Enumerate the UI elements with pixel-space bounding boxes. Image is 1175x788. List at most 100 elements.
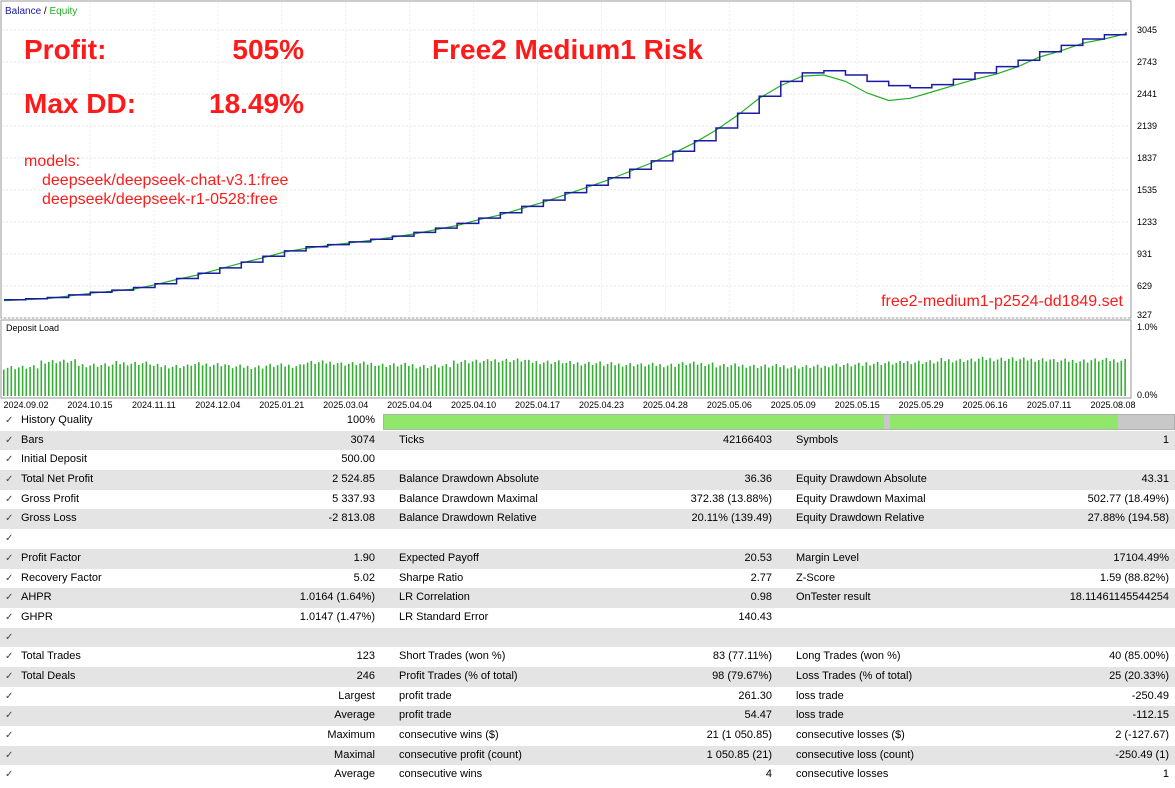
metric-value: 123	[356, 650, 375, 663]
date-tick-label: 2025.05.15	[834, 400, 880, 410]
metric-value: Average	[334, 768, 375, 781]
load-bar	[543, 362, 545, 396]
load-bar	[419, 366, 421, 396]
metric-label: Balance Drawdown Absolute	[399, 473, 540, 486]
load-bar	[576, 362, 579, 396]
load-bar	[693, 361, 695, 396]
load-bar	[1098, 361, 1100, 396]
y-tick-label: 327	[1137, 310, 1152, 319]
deposit-load-svg: Deposit Load 1.0% 0.0%	[0, 319, 1158, 400]
load-bar	[1105, 358, 1108, 396]
y-tick-label: 629	[1137, 281, 1152, 291]
metric-value: 261.30	[738, 689, 772, 702]
load-bar	[329, 361, 331, 396]
model-2: deepseek/deepseek-r1-0528:free	[42, 191, 278, 208]
report-row: ✓ Maximum consecutive wins ($) 21 (1 050.85…	[0, 726, 1175, 746]
load-bar	[685, 365, 688, 396]
load-bar	[149, 364, 151, 396]
load-bar	[974, 361, 976, 396]
check-icon: ✓	[5, 611, 14, 623]
metric-label: loss trade	[796, 689, 844, 702]
load-bar	[93, 363, 95, 396]
load-bar	[490, 361, 493, 396]
load-bar	[396, 366, 399, 396]
load-bar	[858, 362, 860, 396]
load-bar	[374, 366, 376, 396]
metric-label: Loss Trades (% of total)	[796, 669, 913, 682]
load-bar	[40, 360, 43, 396]
load-bar	[273, 366, 275, 396]
load-bar	[681, 362, 684, 396]
load-bar	[745, 367, 748, 396]
metric-value: 372.38 (13.88%)	[690, 492, 772, 505]
metric-label: OnTester result	[796, 591, 871, 604]
load-bar	[430, 366, 433, 396]
report-row: ✓ Average consecutive wins 4 consecutive los…	[0, 765, 1175, 785]
y-tick-label: 3045	[1137, 25, 1157, 35]
load-bar	[175, 364, 178, 396]
load-bar	[134, 361, 136, 396]
check-icon: ✓	[5, 651, 14, 663]
check-icon: ✓	[5, 592, 14, 604]
date-tick-label: 2024.09.02	[3, 400, 49, 410]
load-bar	[351, 362, 354, 396]
load-bar	[186, 364, 189, 396]
load-bar	[1004, 360, 1006, 396]
date-tick-label: 2024.10.15	[67, 400, 113, 410]
load-bar	[689, 363, 691, 396]
load-bar	[160, 367, 163, 396]
check-icon: ✓	[5, 513, 14, 525]
load-bar	[1113, 359, 1115, 396]
load-bar	[239, 364, 241, 396]
metric-value: -250.49	[1131, 689, 1169, 702]
legend-balance: Balance	[5, 6, 42, 17]
load-bar	[790, 367, 793, 396]
load-bar	[456, 363, 459, 396]
date-tick-label: 2025.04.23	[578, 400, 624, 410]
load-bar	[423, 364, 425, 396]
load-bar	[741, 364, 744, 396]
load-bar	[944, 361, 946, 396]
check-icon: ✓	[5, 572, 14, 584]
load-bar	[205, 363, 208, 396]
load-bar	[63, 359, 65, 396]
load-bar	[475, 359, 478, 396]
load-bar	[228, 365, 230, 396]
date-tick-label: 2025.04.10	[451, 400, 497, 410]
load-bar	[276, 365, 279, 396]
load-bar	[674, 366, 676, 396]
load-bar	[1034, 361, 1036, 396]
load-bar	[989, 358, 991, 396]
metric-label: Gross Profit	[21, 492, 80, 505]
metric-label: Profit Factor	[21, 551, 81, 564]
load-bar	[265, 365, 268, 396]
load-bar	[839, 366, 841, 396]
report-row: ✓ Total Trades 123 Short Trades (won %) 83 (…	[0, 647, 1175, 667]
load-bar	[618, 363, 620, 396]
chart-legend: Balance / Equity	[5, 6, 77, 17]
load-bar	[1011, 357, 1014, 396]
history-quality-bar	[383, 414, 1175, 430]
load-bar	[820, 367, 823, 396]
metric-value: 1.90	[353, 551, 375, 564]
check-icon: ✓	[5, 434, 14, 446]
metric-value: 20.53	[744, 551, 772, 564]
check-icon: ✓	[5, 710, 14, 722]
load-bar	[884, 363, 886, 396]
metric-value: 1.59 (88.82%)	[1099, 571, 1169, 584]
load-bar	[569, 361, 571, 396]
load-bar	[6, 367, 9, 396]
deposit-load-panel: Deposit Load 1.0% 0.0%	[0, 319, 1175, 400]
load-bar	[1120, 360, 1123, 396]
load-bar	[940, 358, 943, 396]
metric-label: consecutive losses ($)	[796, 729, 905, 741]
balance-line	[4, 32, 1127, 301]
load-bar	[89, 365, 91, 396]
load-bar	[1053, 359, 1055, 396]
load-bar	[209, 366, 211, 396]
metric-value: 27.88% (194.58)	[1087, 512, 1169, 525]
load-bar	[468, 363, 470, 396]
load-bar	[663, 367, 665, 396]
load-bar	[906, 361, 909, 396]
plot-frame	[0, 0, 1132, 319]
